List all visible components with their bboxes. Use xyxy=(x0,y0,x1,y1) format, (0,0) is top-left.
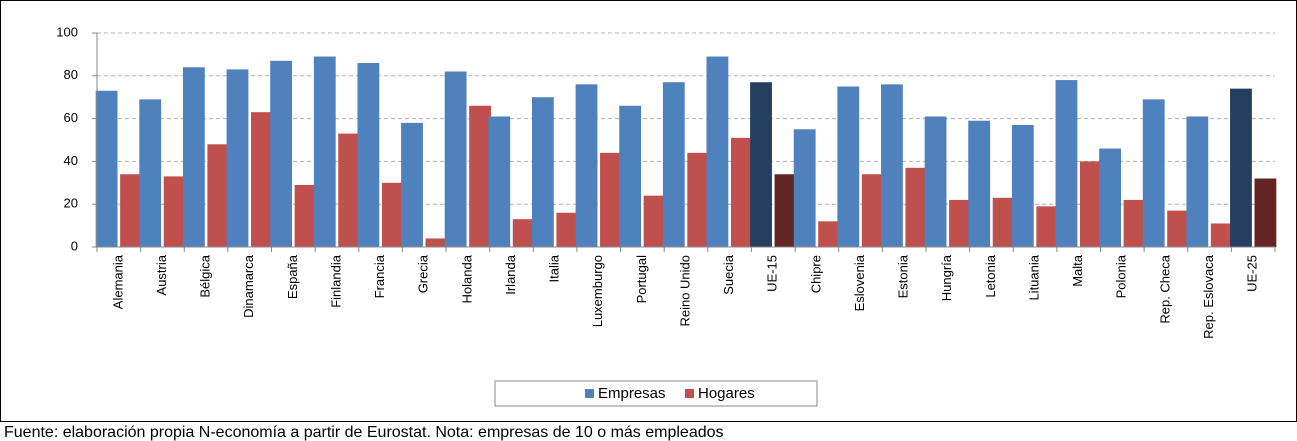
bar xyxy=(1011,125,1034,247)
legend-label: Empresas xyxy=(598,385,666,402)
bar xyxy=(512,219,535,247)
bar xyxy=(488,116,511,248)
legend-swatch xyxy=(585,389,594,398)
bar xyxy=(1036,206,1059,247)
bar xyxy=(1230,88,1252,247)
x-tick-label: Irlanda xyxy=(503,254,518,295)
bar xyxy=(774,174,797,247)
x-tick-label: Chipre xyxy=(808,255,823,293)
x-tick-label: Estonia xyxy=(896,254,911,298)
bar xyxy=(469,105,491,247)
bar xyxy=(425,238,448,247)
x-tick-label: Rep. Eslovaca xyxy=(1201,254,1216,339)
x-tick-label: Eslovenia xyxy=(852,254,867,311)
bar xyxy=(95,90,118,247)
bar xyxy=(182,67,205,248)
x-tick-label: Suecia xyxy=(721,254,736,295)
bar xyxy=(837,86,860,247)
x-tick-label: Lituania xyxy=(1026,254,1041,300)
bar xyxy=(1186,116,1209,248)
y-tick-label: 100 xyxy=(56,24,78,39)
x-tick-label: España xyxy=(285,254,300,299)
bar xyxy=(861,174,884,247)
bar xyxy=(600,152,622,247)
bar xyxy=(730,137,753,247)
bar xyxy=(139,99,162,247)
bar xyxy=(818,221,841,247)
legend-swatch xyxy=(685,389,694,398)
y-tick-label: 0 xyxy=(71,238,78,253)
x-tick-label: Holanda xyxy=(459,254,474,303)
bar xyxy=(949,199,971,247)
y-tick-label: 60 xyxy=(64,110,78,125)
bar xyxy=(643,195,666,247)
bar xyxy=(750,82,772,247)
y-tick-label: 20 xyxy=(64,196,78,211)
x-tick-label: Dinamarca xyxy=(241,254,256,318)
legend-frame xyxy=(494,380,818,407)
x-tick-label: Austria xyxy=(154,254,169,295)
bar xyxy=(1079,161,1102,247)
y-tick-label: 80 xyxy=(64,67,78,82)
x-tick-label: Hungría xyxy=(939,254,954,301)
bar xyxy=(1099,148,1121,247)
chart-note: Fuente: elaboración propia N-economía a … xyxy=(4,424,724,441)
x-tick-label: Malta xyxy=(1070,254,1085,287)
bar xyxy=(338,133,361,247)
x-tick-label: Finlandia xyxy=(328,254,343,308)
bar xyxy=(163,176,186,247)
bar xyxy=(1210,223,1233,247)
x-tick-label: Portugal xyxy=(634,255,649,304)
bar xyxy=(226,69,249,247)
bar xyxy=(793,129,816,247)
x-tick-label: Rep. Checa xyxy=(1157,254,1172,323)
bar xyxy=(251,112,273,248)
x-tick-label: Letonia xyxy=(983,254,998,297)
x-tick-label: Alemania xyxy=(110,254,125,309)
bar xyxy=(531,97,554,247)
bar xyxy=(924,116,947,248)
bar xyxy=(1254,178,1277,247)
bar xyxy=(270,60,293,247)
x-tick-label: Grecia xyxy=(416,254,431,293)
bar xyxy=(1123,199,1146,247)
x-tick-label: UE-25 xyxy=(1245,255,1260,292)
bar xyxy=(619,105,642,247)
bar xyxy=(401,122,423,247)
bar xyxy=(444,71,467,248)
bar xyxy=(968,120,991,247)
bar xyxy=(313,56,336,247)
bar xyxy=(881,84,903,247)
bar xyxy=(992,197,1015,247)
x-tick-label: Reino Unido xyxy=(677,255,692,327)
bar xyxy=(556,212,579,247)
x-tick-label: Bélgica xyxy=(198,254,213,297)
x-tick-label: UE-15 xyxy=(765,255,780,292)
x-tick-label: Polonia xyxy=(1114,254,1129,298)
bar xyxy=(575,84,598,247)
bar xyxy=(294,184,317,247)
bar xyxy=(120,174,142,247)
bar xyxy=(662,82,685,247)
y-tick-label: 40 xyxy=(64,153,78,168)
bar xyxy=(687,152,710,247)
bar xyxy=(905,167,928,247)
bar xyxy=(357,62,380,248)
x-tick-label: Francia xyxy=(372,254,387,298)
bar xyxy=(706,56,729,247)
legend-label: Hogares xyxy=(698,385,755,402)
x-tick-label: Luxemburgo xyxy=(590,255,605,327)
bar xyxy=(207,144,230,247)
bar xyxy=(381,182,404,247)
bar xyxy=(1142,99,1165,247)
bar xyxy=(1055,80,1078,247)
bar xyxy=(1167,210,1190,247)
x-tick-label: Italia xyxy=(547,254,562,282)
